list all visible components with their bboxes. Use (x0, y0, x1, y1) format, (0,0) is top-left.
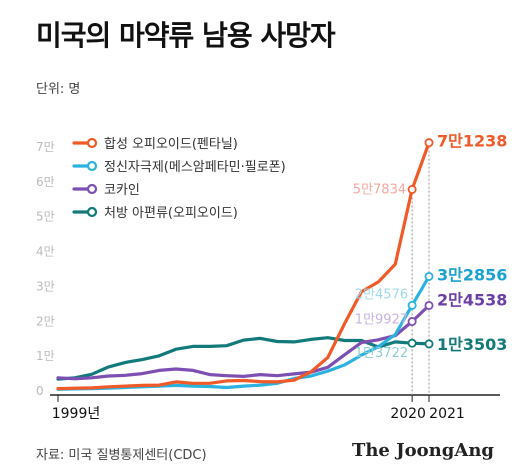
legend-label: 처방 아편류(오피오이드) (104, 206, 238, 221)
data-label: 5만7834 (353, 182, 406, 197)
data-point (407, 338, 417, 348)
legend-swatch-marker (86, 183, 98, 195)
y-tick-label: 5만 (36, 210, 55, 224)
y-tick-label: 1만 (36, 349, 55, 363)
series-line (56, 303, 431, 381)
y-tick-label: 3만 (36, 279, 55, 293)
data-point (424, 271, 434, 281)
legend-label: 정신자극제(메스암페타민·필로폰) (104, 160, 286, 175)
data-label: 1만3722 (355, 346, 408, 361)
x-tick-label: 2021 (429, 406, 465, 422)
y-tick-label: 4만 (36, 245, 55, 259)
y-tick-label: 2만 (36, 314, 55, 328)
legend-swatch-marker (86, 160, 98, 172)
y-tick-label: 0 (36, 384, 44, 398)
x-tick-label: 2020 (390, 406, 426, 422)
data-label: 1만3503 (437, 335, 507, 354)
data-label: 2만4538 (437, 290, 507, 309)
legend-swatch-marker (86, 137, 98, 149)
data-point (407, 184, 417, 194)
series-line (56, 141, 431, 391)
data-point (407, 317, 417, 327)
data-point (424, 138, 434, 148)
data-point (424, 300, 434, 310)
source-note: 자료: 미국 질병통제센터(CDC) (36, 448, 207, 463)
data-point (407, 300, 417, 310)
data-label: 7만1238 (437, 132, 507, 151)
data-label: 2만4576 (355, 287, 408, 302)
chart-title: 미국의 마약류 남용 사망자 (36, 19, 336, 52)
y-tick-label: 7만 (36, 140, 55, 154)
legend-swatch-marker (86, 206, 98, 218)
brand-logo: The JoongAng (351, 440, 494, 461)
x-tick-label: 1999년 (52, 406, 101, 422)
data-label: 3만2856 (437, 265, 507, 284)
unit-label: 단위: 명 (36, 82, 81, 97)
legend-label: 코카인 (104, 183, 140, 198)
data-point (424, 339, 434, 349)
data-label: 1만9927 (355, 313, 408, 328)
legend-label: 합성 오피오이드(펜타닐) (104, 137, 238, 152)
y-tick-label: 6만 (36, 175, 55, 189)
